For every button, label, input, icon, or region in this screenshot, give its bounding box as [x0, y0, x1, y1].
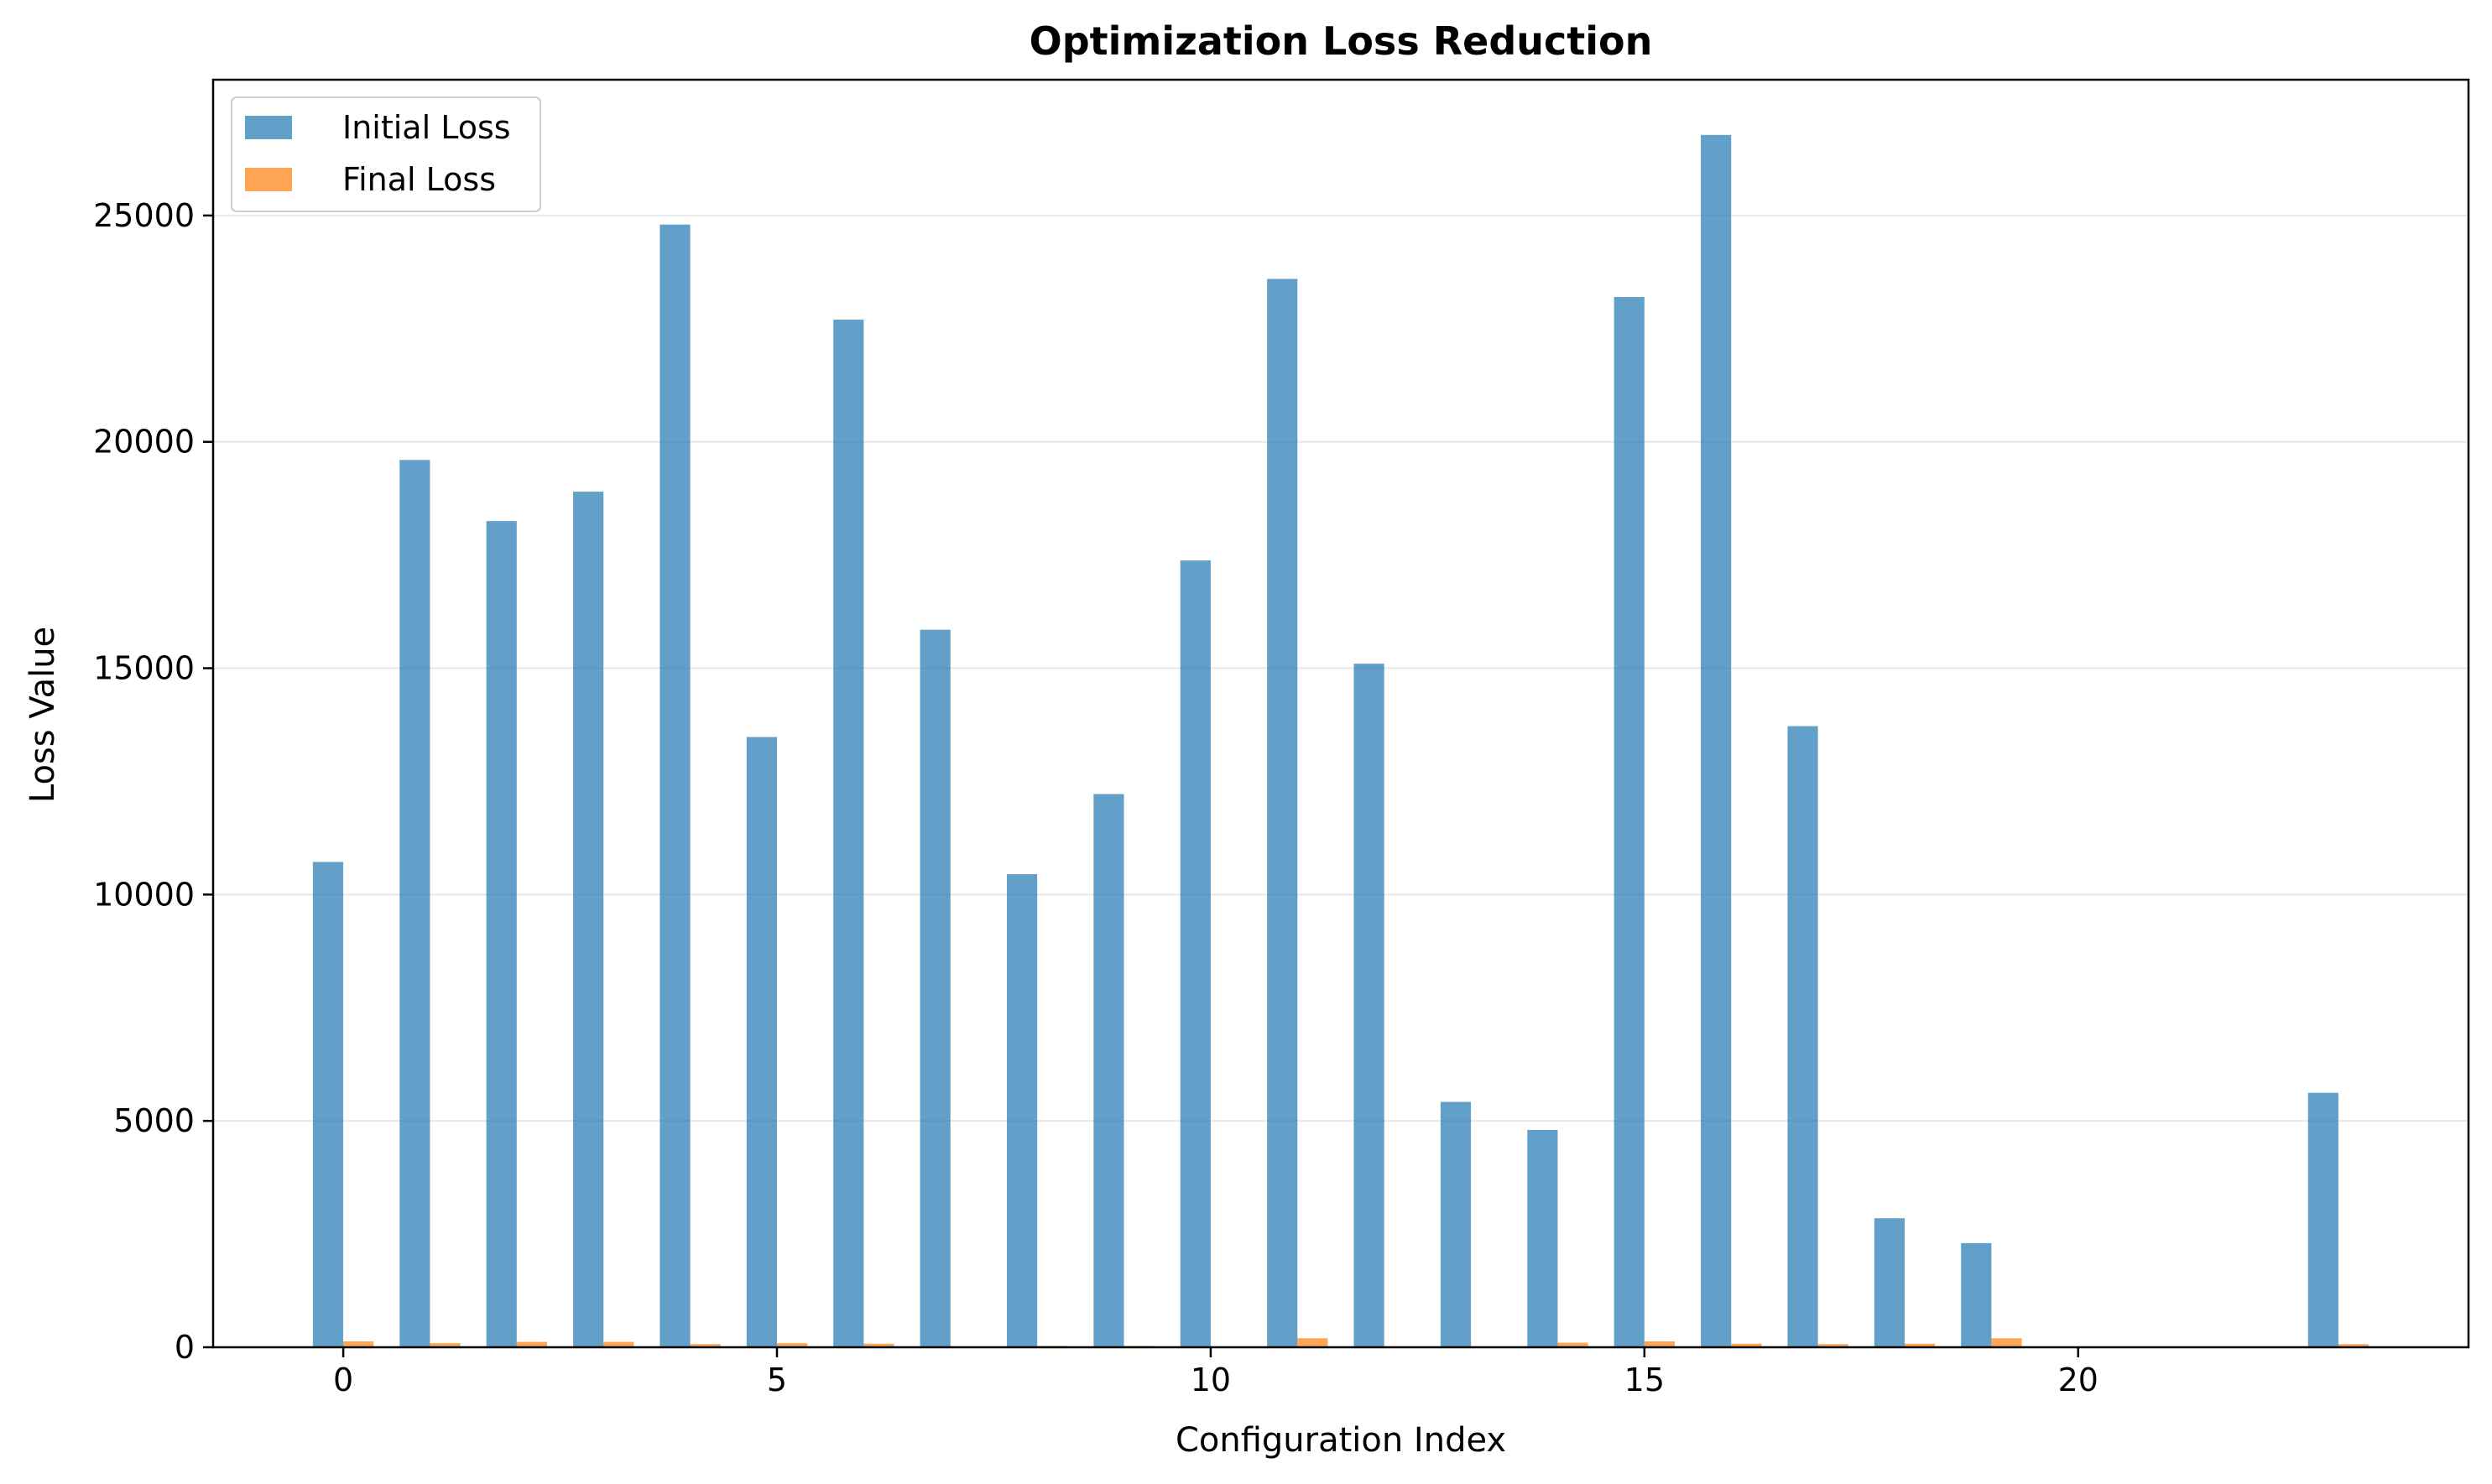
x-tick-label-0: 0 [333, 1362, 353, 1398]
y-tick-label-5000: 5000 [113, 1102, 195, 1139]
x-ticks: 0 5 10 15 20 [333, 1347, 2098, 1398]
bar-initial-loss-18 [1874, 1218, 1905, 1347]
chart-title: Optimization Loss Reduction [1030, 18, 1653, 64]
bar-initial-loss-2 [486, 521, 517, 1347]
bar-initial-loss-8 [1006, 874, 1038, 1347]
y-tick-label-20000: 20000 [93, 424, 195, 461]
bar-final-loss-11 [1297, 1338, 1328, 1347]
bar-initial-loss-10 [1180, 560, 1211, 1347]
bar-final-loss-17 [1817, 1344, 1848, 1347]
bar-final-loss-18 [1905, 1343, 1936, 1347]
bar-initial-loss-6 [833, 320, 864, 1347]
bar-final-loss-6 [863, 1343, 894, 1347]
bars [312, 134, 2369, 1348]
x-axis-label: Configuration Index [1176, 1421, 1506, 1460]
bar-initial-loss-4 [659, 224, 691, 1348]
y-tick-label-15000: 15000 [93, 650, 195, 687]
x-tick-label-15: 15 [1624, 1362, 1665, 1398]
y-tick-label-0: 0 [175, 1329, 195, 1366]
bar-final-loss-4 [690, 1344, 721, 1347]
bar-final-loss-14 [1557, 1342, 1588, 1347]
x-tick-label-10: 10 [1191, 1362, 1231, 1398]
legend: Initial Loss Final Loss [231, 96, 541, 212]
y-tick-label-10000: 10000 [93, 876, 195, 913]
x-tick-label-5: 5 [767, 1362, 787, 1398]
bar-initial-loss-12 [1353, 664, 1384, 1347]
bar-initial-loss-3 [573, 492, 604, 1347]
bar-initial-loss-15 [1614, 297, 1645, 1347]
legend-label-initial-loss: Initial Loss [342, 109, 511, 146]
plot-frame [211, 78, 2470, 1349]
y-tick-label-25000: 25000 [93, 197, 195, 234]
bar-initial-loss-1 [399, 460, 430, 1347]
bar-initial-loss-14 [1527, 1129, 1558, 1347]
x-tick-label-20: 20 [2058, 1362, 2098, 1398]
bar-final-loss-2 [516, 1341, 548, 1347]
legend-label-final-loss: Final Loss [342, 161, 496, 198]
bar-initial-loss-23 [2307, 1092, 2338, 1347]
bar-final-loss-15 [1644, 1341, 1676, 1347]
bar-final-loss-5 [777, 1343, 808, 1347]
y-axis-label: Loss Value [23, 627, 62, 803]
bar-initial-loss-16 [1701, 134, 1732, 1347]
bar-final-loss-1 [430, 1343, 461, 1347]
bar-initial-loss-7 [920, 629, 951, 1347]
bar-initial-loss-9 [1093, 794, 1124, 1347]
bar-initial-loss-11 [1267, 279, 1298, 1347]
bar-final-loss-3 [603, 1341, 634, 1347]
bar-initial-loss-5 [746, 737, 777, 1347]
bar-final-loss-23 [2338, 1344, 2369, 1347]
bar-final-loss-16 [1731, 1343, 1762, 1347]
y-ticks: 0 5000 10000 15000 20000 25000 [93, 197, 213, 1366]
bar-initial-loss-17 [1787, 726, 1818, 1347]
bar-initial-loss-13 [1440, 1101, 1472, 1347]
legend-swatch-initial-loss [245, 116, 292, 139]
legend-box [231, 96, 541, 212]
bar-final-loss-19 [1991, 1338, 2022, 1347]
bar-initial-loss-0 [312, 862, 344, 1347]
bar-final-loss-0 [343, 1341, 374, 1347]
legend-swatch-final-loss [245, 168, 292, 191]
bar-initial-loss-19 [1961, 1242, 1992, 1347]
